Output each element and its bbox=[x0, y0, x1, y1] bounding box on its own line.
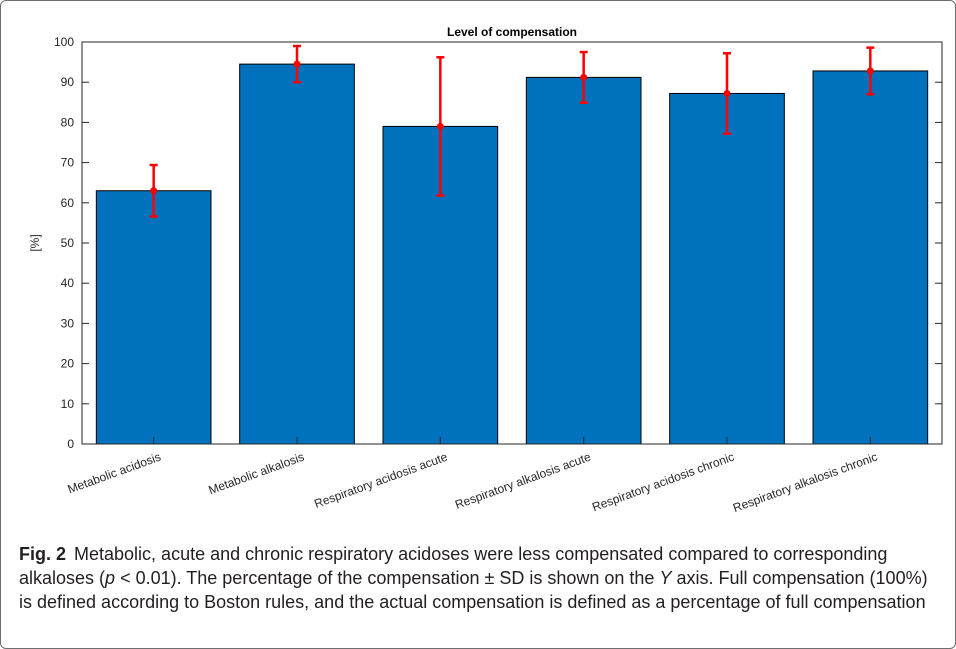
y-tick-label: 30 bbox=[61, 316, 75, 330]
figure-caption: Fig. 2 Metabolic, acute and chronic respi… bbox=[19, 542, 939, 614]
figure-label: Fig. 2 bbox=[19, 544, 67, 564]
x-tick-label: Respiratory acidosis chronic bbox=[590, 450, 736, 514]
caption-run: Metabolic, acute and chronic respiratory… bbox=[19, 544, 888, 588]
y-tick-label: 100 bbox=[54, 35, 74, 49]
bars-layer bbox=[95, 63, 929, 445]
y-tick-label: 70 bbox=[61, 156, 75, 170]
caption-run: < 0.01). The percentage of the compensat… bbox=[115, 568, 660, 588]
x-tick-label: Metabolic acidosis bbox=[66, 450, 163, 497]
x-tick-label: Metabolic alkalosis bbox=[207, 450, 306, 498]
bar-chart: 0 10 20 30 40 50 60 70 80 90 100 Metabolic acidosi… bbox=[28, 25, 943, 515]
bar bbox=[239, 63, 355, 445]
mean-marker bbox=[293, 60, 301, 68]
caption-run: p bbox=[105, 568, 116, 588]
bar bbox=[812, 70, 929, 445]
y-tick-label: 50 bbox=[61, 236, 75, 250]
y-tick-label: 90 bbox=[61, 75, 75, 89]
bar bbox=[669, 92, 785, 445]
bar bbox=[525, 76, 642, 445]
caption-run: axis. Full compensation (100%) is define… bbox=[19, 568, 928, 612]
x-tick-label: Respiratory alkalosis acute bbox=[453, 450, 593, 512]
mean-marker bbox=[866, 67, 874, 75]
mean-marker bbox=[580, 73, 588, 81]
y-tick-label: 80 bbox=[61, 115, 75, 129]
y-tick-label: 40 bbox=[61, 276, 75, 290]
y-tick-label: 20 bbox=[61, 357, 75, 371]
y-tick-label: 60 bbox=[61, 196, 75, 210]
bar bbox=[95, 190, 212, 445]
x-axis: Metabolic acidosis Metabolic alkalosis Res… bbox=[66, 437, 879, 515]
mean-marker bbox=[723, 89, 731, 97]
x-tick-label: Respiratory acidosis acute bbox=[312, 450, 449, 511]
y-axis: 0 10 20 30 40 50 60 70 80 90 100 bbox=[54, 35, 942, 451]
caption-text: Metabolic, acute and chronic respiratory… bbox=[19, 544, 928, 612]
y-axis-label: [%] bbox=[28, 234, 42, 251]
x-tick-label: Respiratory alkalosis chronic bbox=[731, 450, 879, 515]
mean-marker bbox=[436, 122, 444, 130]
mean-marker bbox=[150, 187, 158, 195]
error-bars-layer bbox=[149, 44, 875, 218]
chart-title: Level of compensation bbox=[447, 25, 577, 39]
y-tick-label: 0 bbox=[67, 437, 74, 451]
caption-run: Y bbox=[659, 568, 672, 588]
y-tick-label: 10 bbox=[61, 397, 75, 411]
